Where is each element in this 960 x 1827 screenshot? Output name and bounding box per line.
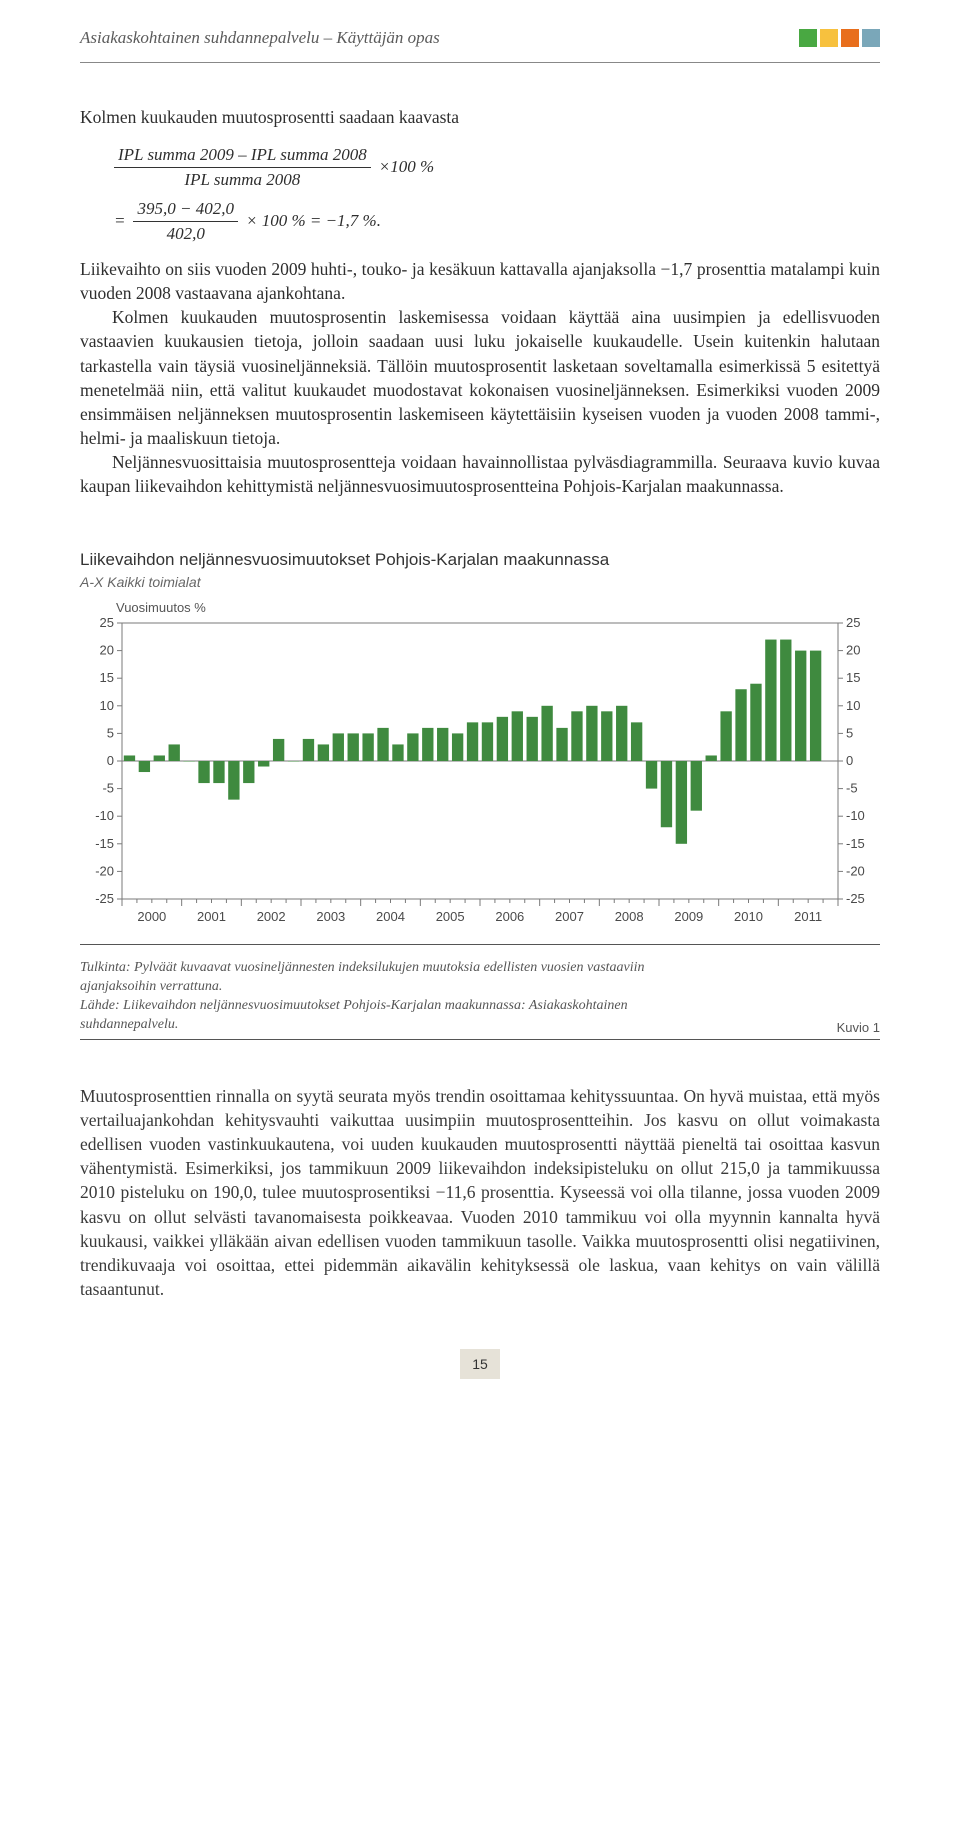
running-head: Asiakaskohtainen suhdannepalvelu – Käytt… [0, 0, 960, 56]
chart-svg-wrap: -25 -25 -20 -20 -15 -15 -10 -10 -5 -5 0 0 5 5 10 10 15 15… [80, 617, 880, 932]
svg-text:-5: -5 [846, 781, 858, 796]
paragraph-2: Liikevaihto on siis vuoden 2009 huhti-, … [80, 257, 880, 305]
svg-text:15: 15 [100, 671, 114, 686]
square-blue [862, 29, 880, 47]
svg-text:10: 10 [846, 698, 860, 713]
caption-text: Tulkinta: Pylväät kuvaavat vuosineljänne… [80, 959, 700, 1035]
svg-text:2001: 2001 [197, 909, 226, 924]
paragraph-4: Neljännesvuosittaisia muutosprosentteja … [80, 450, 880, 498]
svg-text:-20: -20 [846, 864, 865, 879]
chart-ylabel: Vuosimuutos % [116, 600, 880, 615]
svg-text:2005: 2005 [436, 909, 465, 924]
paragraph-bottom: Muutosprosenttien rinnalla on syytä seur… [0, 1040, 960, 1301]
svg-text:2007: 2007 [555, 909, 584, 924]
square-yellow [820, 29, 838, 47]
svg-text:5: 5 [846, 726, 853, 741]
content: Kolmen kuukauden muutosprosentti saadaan… [0, 63, 960, 518]
running-title: Asiakaskohtainen suhdannepalvelu – Käytt… [80, 28, 440, 48]
svg-text:2003: 2003 [316, 909, 345, 924]
svg-text:2009: 2009 [674, 909, 703, 924]
color-squares [799, 29, 880, 47]
svg-text:-5: -5 [102, 781, 114, 796]
svg-text:-10: -10 [95, 809, 114, 824]
fraction-2-den: 402,0 [163, 222, 209, 245]
page: Asiakaskohtainen suhdannepalvelu – Käytt… [0, 0, 960, 1379]
caption-block: Tulkinta: Pylväät kuvaavat vuosineljänne… [80, 959, 880, 1035]
formula-line-2: = 395,0 − 402,0 402,0 × 100 % = −1,7 %. [114, 197, 880, 245]
svg-text:2004: 2004 [376, 909, 405, 924]
square-green [799, 29, 817, 47]
formula-line-1: IPL summa 2009 – IPL summa 2008 IPL summ… [114, 143, 880, 191]
svg-text:25: 25 [846, 617, 860, 630]
fraction-1-num: IPL summa 2009 – IPL summa 2008 [114, 143, 371, 167]
fraction-2: 395,0 − 402,0 402,0 [133, 197, 237, 245]
fraction-1-den: IPL summa 2008 [180, 168, 304, 191]
svg-text:2008: 2008 [615, 909, 644, 924]
paragraph-3: Kolmen kuukauden muutosprosentin laskemi… [80, 305, 880, 450]
caption-line-2: Lähde: Liikevaihdon neljännesvuosimuutok… [80, 997, 700, 1035]
chart-subtitle: A-X Kaikki toimialat [80, 574, 880, 590]
svg-text:20: 20 [846, 643, 860, 658]
svg-text:2002: 2002 [257, 909, 286, 924]
svg-text:25: 25 [100, 617, 114, 630]
fraction-2-num: 395,0 − 402,0 [133, 197, 237, 221]
svg-text:15: 15 [846, 671, 860, 686]
square-orange [841, 29, 859, 47]
caption-line-1: Tulkinta: Pylväät kuvaavat vuosineljänne… [80, 959, 700, 997]
formula-2-tail: × 100 % = −1,7 %. [246, 209, 381, 232]
formula-eq: = [114, 209, 125, 232]
caption-kuvio: Kuvio 1 [837, 1020, 880, 1035]
svg-text:0: 0 [107, 753, 114, 768]
paragraph-1: Kolmen kuukauden muutosprosentti saadaan… [80, 105, 880, 129]
svg-text:2000: 2000 [137, 909, 166, 924]
bar-chart: -25 -25 -20 -20 -15 -15 -10 -10 -5 -5 0 0 5 5 10 10 15 15… [80, 617, 880, 927]
svg-text:2006: 2006 [495, 909, 524, 924]
svg-text:-25: -25 [95, 891, 114, 906]
svg-text:-15: -15 [846, 836, 865, 851]
svg-text:-10: -10 [846, 809, 865, 824]
formula-block: IPL summa 2009 – IPL summa 2008 IPL summ… [114, 143, 880, 245]
svg-text:2010: 2010 [734, 909, 763, 924]
svg-text:0: 0 [846, 753, 853, 768]
svg-text:-15: -15 [95, 836, 114, 851]
svg-text:20: 20 [100, 643, 114, 658]
page-number: 15 [460, 1349, 500, 1379]
svg-text:10: 10 [100, 698, 114, 713]
fraction-1: IPL summa 2009 – IPL summa 2008 IPL summ… [114, 143, 371, 191]
svg-text:-25: -25 [846, 891, 865, 906]
svg-text:5: 5 [107, 726, 114, 741]
formula-1-tail: ×100 % [379, 155, 434, 178]
chart-title: Liikevaihdon neljännesvuosimuutokset Poh… [80, 550, 880, 570]
svg-text:2011: 2011 [794, 909, 822, 924]
svg-text:-20: -20 [95, 864, 114, 879]
chart-container: Liikevaihdon neljännesvuosimuutokset Poh… [80, 550, 880, 945]
